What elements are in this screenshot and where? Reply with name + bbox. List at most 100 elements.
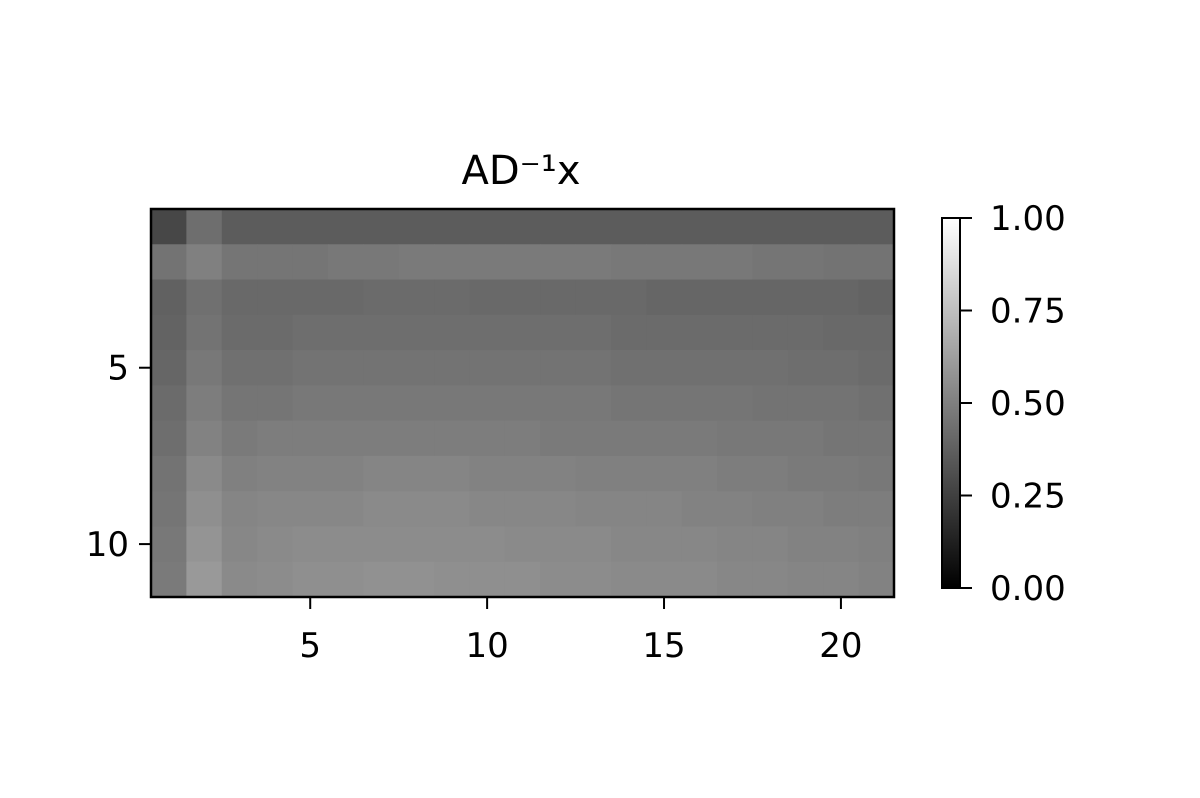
heatmap-cell [292, 350, 329, 386]
heatmap-cell [752, 526, 789, 563]
heatmap-cell [717, 314, 754, 351]
colorbar-tick-label: 1.00 [990, 199, 1066, 239]
heatmap-cell [221, 455, 258, 492]
heatmap-cell [504, 279, 541, 316]
heatmap-cell [504, 244, 541, 281]
heatmap-cell [292, 561, 329, 598]
heatmap-cell [363, 455, 400, 492]
heatmap-cell [858, 561, 895, 598]
heatmap-cell [540, 350, 577, 386]
heatmap-cell [858, 209, 895, 245]
heatmap-cell [752, 244, 789, 281]
heatmap-cell [823, 420, 860, 457]
heatmap-cell [752, 491, 789, 528]
heatmap-cell [434, 491, 471, 528]
heatmap-cell [327, 279, 364, 316]
heatmap-cell [398, 455, 435, 492]
heatmap-cell [292, 455, 329, 492]
heatmap-cell [646, 491, 683, 528]
heatmap-cell [504, 561, 541, 598]
heatmap-cell [858, 314, 895, 351]
heatmap-cell [186, 279, 223, 316]
heatmap-cell [327, 209, 364, 245]
heatmap-cell [434, 244, 471, 281]
heatmap-frame [149, 207, 896, 599]
heatmap-cell [681, 420, 718, 457]
heatmap-cell [858, 526, 895, 563]
heatmap-cell [681, 385, 718, 422]
heatmap-cell [787, 385, 824, 422]
heatmap-cell [151, 314, 187, 351]
heatmap-cell [504, 314, 541, 351]
heatmap-cell [363, 526, 400, 563]
heatmap-cell [540, 526, 577, 563]
heatmap-cell [186, 420, 223, 457]
heatmap-cell [646, 279, 683, 316]
heatmap-cell [398, 385, 435, 422]
heatmap-cell [823, 561, 860, 598]
heatmap-cell [151, 385, 187, 422]
heatmap-cell [787, 561, 824, 598]
heatmap-cell [398, 279, 435, 316]
heatmap-cell [398, 209, 435, 245]
heatmap-cell [221, 561, 258, 598]
heatmap-cell [434, 385, 471, 422]
chart-title: AD⁻¹x [462, 148, 581, 194]
heatmap-cell [398, 491, 435, 528]
colorbar-tick-label: 0.00 [990, 569, 1066, 609]
heatmap-cell [540, 420, 577, 457]
heatmap-cell [610, 385, 647, 422]
heatmap-cell [504, 385, 541, 422]
heatmap-cell [752, 561, 789, 598]
heatmap-cell [469, 209, 506, 245]
heatmap-cell [681, 279, 718, 316]
heatmap-cell [823, 350, 860, 386]
heatmap-cell [610, 561, 647, 598]
heatmap-cell [504, 420, 541, 457]
heatmap-cells [151, 209, 895, 598]
heatmap-cell [469, 420, 506, 457]
heatmap-cell [575, 279, 612, 316]
heatmap-cell [327, 455, 364, 492]
y-axis: 5 10 [86, 349, 151, 565]
heatmap-cell [540, 244, 577, 281]
heatmap-cell [504, 350, 541, 386]
colorbar: 0.00 0.25 0.50 0.75 1.00 [941, 199, 1066, 609]
heatmap-cell [752, 314, 789, 351]
heatmap-cell [610, 279, 647, 316]
heatmap-cell [151, 209, 187, 245]
heatmap-cell [434, 209, 471, 245]
heatmap-cell [257, 526, 294, 563]
heatmap-cell [752, 209, 789, 245]
heatmap-cell [681, 455, 718, 492]
heatmap-cell [434, 561, 471, 598]
heatmap-cell [575, 561, 612, 598]
heatmap-cell [151, 561, 187, 598]
heatmap-cell [858, 244, 895, 281]
heatmap-cell [610, 526, 647, 563]
heatmap-cell [823, 526, 860, 563]
heatmap-cell [681, 561, 718, 598]
heatmap-cell [787, 420, 824, 457]
heatmap-cell [151, 420, 187, 457]
heatmap-cell [858, 420, 895, 457]
heatmap-cell [186, 455, 223, 492]
heatmap-cell [787, 526, 824, 563]
heatmap-cell [717, 244, 754, 281]
heatmap-cell [434, 455, 471, 492]
heatmap-cell [646, 561, 683, 598]
heatmap-cell [752, 279, 789, 316]
heatmap-cell [327, 314, 364, 351]
heatmap-cell [610, 491, 647, 528]
heatmap-cell [717, 209, 754, 245]
heatmap-cell [469, 314, 506, 351]
heatmap-cell [398, 314, 435, 351]
heatmap-cell [292, 279, 329, 316]
heatmap-cell [151, 350, 187, 386]
heatmap-cell [540, 491, 577, 528]
heatmap-cell [363, 491, 400, 528]
heatmap-cell [327, 491, 364, 528]
x-tick-label: 20 [819, 626, 862, 666]
heatmap-cell [787, 350, 824, 386]
heatmap-cell [540, 279, 577, 316]
